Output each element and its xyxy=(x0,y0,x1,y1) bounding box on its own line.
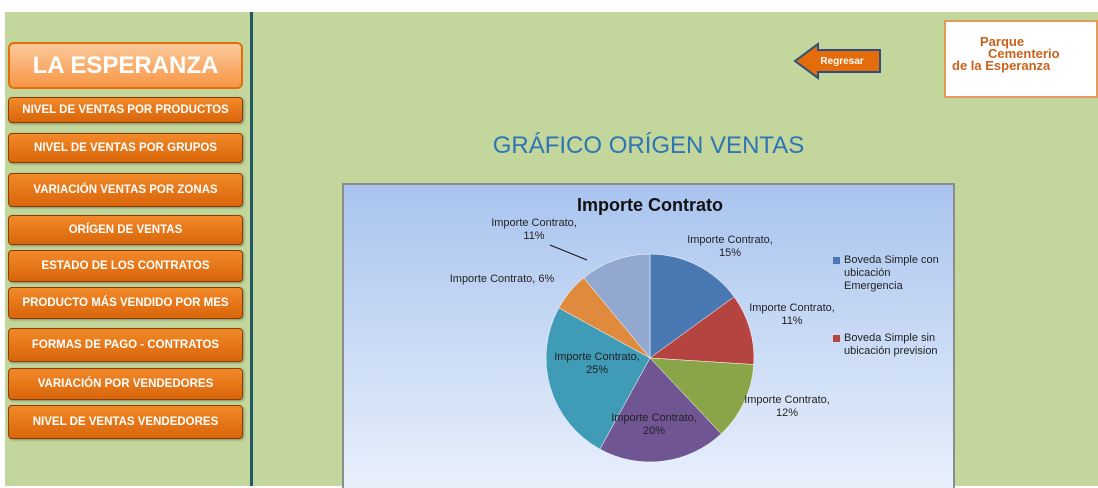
pie-slice xyxy=(583,253,651,359)
pie-slice xyxy=(649,296,755,365)
legend-swatch xyxy=(833,335,840,342)
pie-slice xyxy=(649,357,755,435)
data-label: Importe Contrato, 6% xyxy=(449,273,555,285)
nav-button[interactable]: FORMAS DE PAGO - CONTRATOS xyxy=(8,328,243,362)
pie-chart: Importe Contrato xyxy=(545,195,840,463)
logo: Parque Cementerio de la Esperanza xyxy=(944,20,1098,98)
pie-slice xyxy=(545,307,651,450)
nav-button[interactable]: ESTADO DE LOS CONTRATOS xyxy=(8,250,243,282)
data-label: Importe Contrato, 25% xyxy=(554,351,640,376)
chart-title: Importe Contrato xyxy=(577,195,723,215)
back-label[interactable]: Regresar xyxy=(820,56,863,67)
nav-button[interactable]: PRODUCTO MÁS VENDIDO POR MES xyxy=(8,287,243,319)
data-label: Importe Contrato, 12% xyxy=(744,394,830,419)
data-label: Importe Contrato, 11% xyxy=(749,302,835,327)
data-label: Importe Contrato, 15% xyxy=(687,234,773,259)
nav-button[interactable]: NIVEL DE VENTAS POR GRUPOS xyxy=(8,133,243,163)
leader-line xyxy=(549,244,588,261)
nav-button[interactable]: VARIACIÓN POR VENDEDORES xyxy=(8,368,243,400)
logo-line: Parque xyxy=(980,34,1025,49)
nav-button[interactable]: NIVEL DE VENTAS VENDEDORES xyxy=(8,405,243,439)
data-label: Importe Contrato, 20% xyxy=(611,412,697,437)
sidebar-title: LA ESPERANZA xyxy=(8,42,243,89)
pie-slice xyxy=(649,253,735,359)
pie-slice xyxy=(599,357,722,463)
nav-button[interactable]: NIVEL DE VENTAS POR PRODUCTOS xyxy=(8,97,243,123)
heading: GRÁFICO ORÍGEN VENTAS xyxy=(492,132,805,159)
nav-button[interactable]: ORÍGEN DE VENTAS xyxy=(8,215,243,245)
legend-entry: Boveda Simple sin ubicación prevision xyxy=(844,332,938,357)
data-label: Importe Contrato, 11% xyxy=(491,217,577,242)
back-button[interactable]: Regresar xyxy=(793,42,881,80)
logo-line: de la Esperanza xyxy=(952,58,1051,73)
logo-line: Cementerio xyxy=(988,46,1060,61)
chart: Importe Contrato Importe Contrato, 15% Im… xyxy=(342,183,955,488)
divider xyxy=(250,12,253,486)
legend-entry: Boveda Simple con ubicación Emergencia xyxy=(844,254,939,292)
legend-swatch xyxy=(833,257,840,264)
nav-button[interactable]: VARIACIÓN VENTAS POR ZONAS xyxy=(8,173,243,207)
back-arrow[interactable] xyxy=(793,42,881,80)
